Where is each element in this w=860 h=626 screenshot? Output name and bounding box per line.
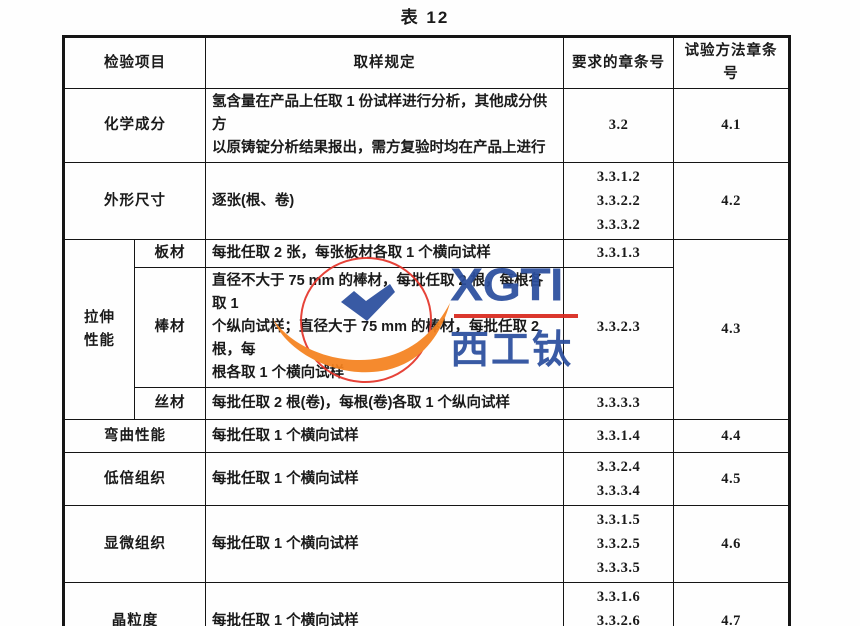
col-header-inspection-item: 检验项目 (63, 36, 206, 89)
req-clause-macrostructure: 3.3.2.4 3.3.3.4 (563, 452, 674, 506)
sampling-dimension: 逐张(根、卷) (205, 162, 564, 240)
req-clause-bending: 3.3.1.4 (563, 419, 674, 453)
table-row-tensile-wire: 丝材 每批任取 2 根(卷)，每根(卷)各取 1 个纵向试样 3.3.3.3 (64, 387, 790, 420)
sampling-tensile-bar: 直径不大于 75 mm 的棒材，每批任取 2 根，每根各取 1 个纵向试样；直径… (205, 267, 564, 388)
method-clause-dimension: 4.2 (673, 162, 790, 240)
table-row-tensile-plate: 拉伸 性能 板材 每批任取 2 张，每张板材各取 1 个横向试样 3.3.1.3… (63, 239, 790, 420)
req-clause-dimension: 3.3.1.2 3.3.2.2 3.3.3.2 (563, 162, 674, 240)
req-clause-tensile-plate: 3.3.1.3 (563, 239, 674, 268)
item-macrostructure: 低倍组织 (63, 452, 206, 506)
table-row-grain-size: 晶粒度 每批任取 1 个横向试样 3.3.1.6 3.3.2.6 3.3.3.6… (63, 582, 790, 626)
sampling-tensile-plate: 每批任取 2 张，每张板材各取 1 个横向试样 (205, 239, 564, 268)
table-row-microstructure: 显微组织 每批任取 1 个横向试样 3.3.1.5 3.3.2.5 3.3.3.… (63, 505, 790, 583)
item-tensile-bar: 棒材 (134, 267, 206, 388)
sampling-macrostructure: 每批任取 1 个横向试样 (205, 452, 564, 506)
item-dimension: 外形尺寸 (63, 162, 206, 240)
sampling-chemical: 氢含量在产品上任取 1 份试样进行分析，其他成分供方 以原铸锭分析结果报出，需方… (205, 88, 564, 163)
item-tensile-plate: 板材 (134, 239, 206, 268)
method-clause-macrostructure: 4.5 (673, 452, 790, 506)
sampling-grain-size: 每批任取 1 个横向试样 (205, 582, 564, 626)
method-clause-tensile: 4.3 (673, 239, 790, 420)
item-chemical-composition: 化学成分 (63, 88, 206, 163)
table-row-dimension: 外形尺寸 逐张(根、卷) 3.3.1.2 3.3.2.2 3.3.3.2 4.2 (63, 162, 790, 240)
item-tensile-wire: 丝材 (134, 387, 206, 420)
table-title: 表 12 (400, 8, 450, 27)
col-header-sampling-rule: 取样规定 (205, 36, 564, 89)
req-clause-chemical: 3.2 (563, 88, 674, 163)
item-tensile-property: 拉伸 性能 (63, 239, 135, 420)
req-clause-tensile-bar: 3.3.2.3 (563, 267, 674, 388)
method-clause-microstructure: 4.6 (673, 505, 790, 583)
method-clause-chemical: 4.1 (673, 88, 790, 163)
sampling-tensile-wire: 每批任取 2 根(卷)，每根(卷)各取 1 个纵向试样 (205, 387, 564, 420)
header-row: 检验项目 取样规定 要求的章条号 试验方法章条号 (63, 36, 790, 89)
req-clause-grain-size: 3.3.1.6 3.3.2.6 3.3.3.6 (563, 582, 674, 626)
method-clause-bending: 4.4 (673, 419, 790, 453)
table-row-bending: 弯曲性能 每批任取 1 个横向试样 3.3.1.4 4.4 (63, 419, 790, 453)
item-grain-size: 晶粒度 (63, 582, 206, 626)
req-clause-microstructure: 3.3.1.5 3.3.2.5 3.3.3.5 (563, 505, 674, 583)
table-row-macrostructure: 低倍组织 每批任取 1 个横向试样 3.3.2.4 3.3.3.4 4.5 (63, 452, 790, 506)
col-header-requirement-clause: 要求的章条号 (563, 36, 674, 89)
inspection-spec-table: 检验项目 取样规定 要求的章条号 试验方法章条号 化学成分 氢含量在产品上任取 … (62, 35, 791, 626)
sampling-bending: 每批任取 1 个横向试样 (205, 419, 564, 453)
item-microstructure: 显微组织 (63, 505, 206, 583)
sampling-microstructure: 每批任取 1 个横向试样 (205, 505, 564, 583)
item-bending: 弯曲性能 (63, 419, 206, 453)
req-clause-tensile-wire: 3.3.3.3 (563, 387, 674, 420)
table-row-chemical: 化学成分 氢含量在产品上任取 1 份试样进行分析，其他成分供方 以原铸锭分析结果… (63, 88, 790, 163)
method-clause-grain-size: 4.7 (673, 582, 790, 626)
col-header-test-method-clause: 试验方法章条号 (673, 36, 790, 89)
